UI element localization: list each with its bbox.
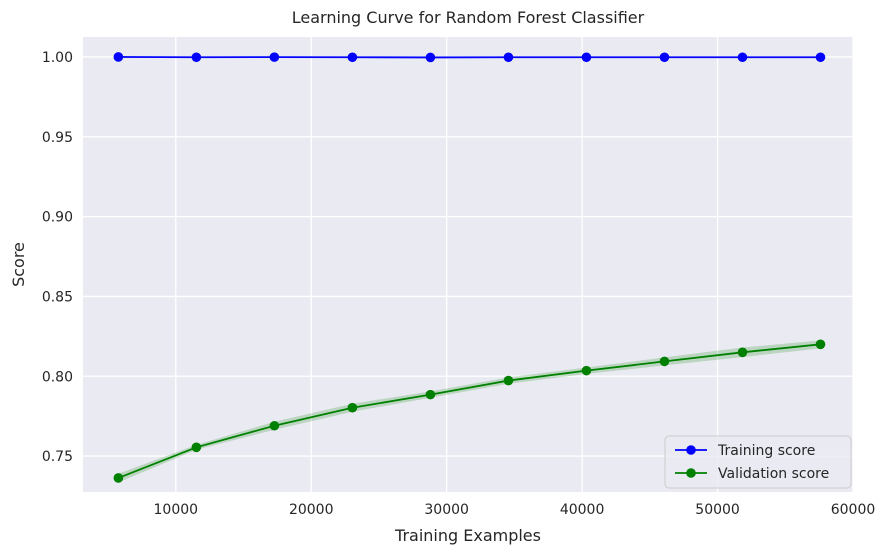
training-score-point [737, 52, 748, 63]
x-axis-title: Training Examples [394, 526, 541, 545]
training-score-point [269, 52, 280, 62]
validation-score-legend-marker [686, 468, 696, 478]
plot-area [83, 37, 853, 492]
series-points [113, 52, 826, 483]
x-tick-label: 20000 [289, 502, 334, 518]
y-tick-label: 0.90 [42, 210, 73, 226]
x-tick-label: 40000 [560, 502, 605, 518]
legend: Training score Validation score [664, 435, 852, 489]
validation-score-point [737, 347, 748, 358]
training-score-legend-marker [686, 445, 696, 455]
training-score-point [815, 52, 826, 63]
x-tick-label: 30000 [424, 502, 469, 518]
validation-score-point [269, 420, 280, 431]
validation-score-point [581, 365, 592, 376]
validation-score-point [191, 442, 202, 453]
y-tick-label: 0.85 [42, 289, 73, 305]
legend-box [664, 435, 852, 489]
chart-title: Learning Curve for Random Forest Classif… [292, 8, 645, 27]
validation-score-point [347, 402, 358, 413]
x-tick-label: 10000 [154, 502, 199, 518]
validation-score-line [118, 343, 821, 479]
validation-score-point [659, 356, 670, 367]
validation-score-legend-label: Validation score [718, 466, 829, 482]
y-tick-label: 1.00 [42, 50, 73, 66]
validation-score-point [815, 339, 826, 350]
x-tick-label: 50000 [695, 502, 740, 518]
training-score-point [347, 52, 358, 63]
training-score-point [581, 52, 592, 63]
y-axis-ticks: 0.75 0.80 0.85 0.90 0.95 1.00 [42, 50, 73, 465]
training-score-point [659, 52, 670, 63]
validation-score-point [503, 375, 514, 386]
x-tick-label: 60000 [831, 502, 876, 518]
series-lines [118, 56, 821, 479]
validation-score-point [425, 389, 436, 400]
training-score-point [503, 52, 514, 63]
training-score-legend-label: Training score [717, 443, 815, 459]
training-score-point [425, 52, 436, 63]
y-tick-label: 0.75 [42, 449, 73, 465]
y-tick-label: 0.80 [42, 369, 73, 385]
validation-score-point [113, 473, 124, 483]
x-axis-ticks: 10000 20000 30000 40000 50000 60000 [154, 502, 876, 518]
training-score-point [113, 52, 124, 62]
y-tick-label: 0.95 [42, 130, 73, 146]
validation-score-band [118, 340, 821, 483]
training-score-point [191, 52, 202, 63]
y-axis-title: Score [9, 242, 28, 287]
